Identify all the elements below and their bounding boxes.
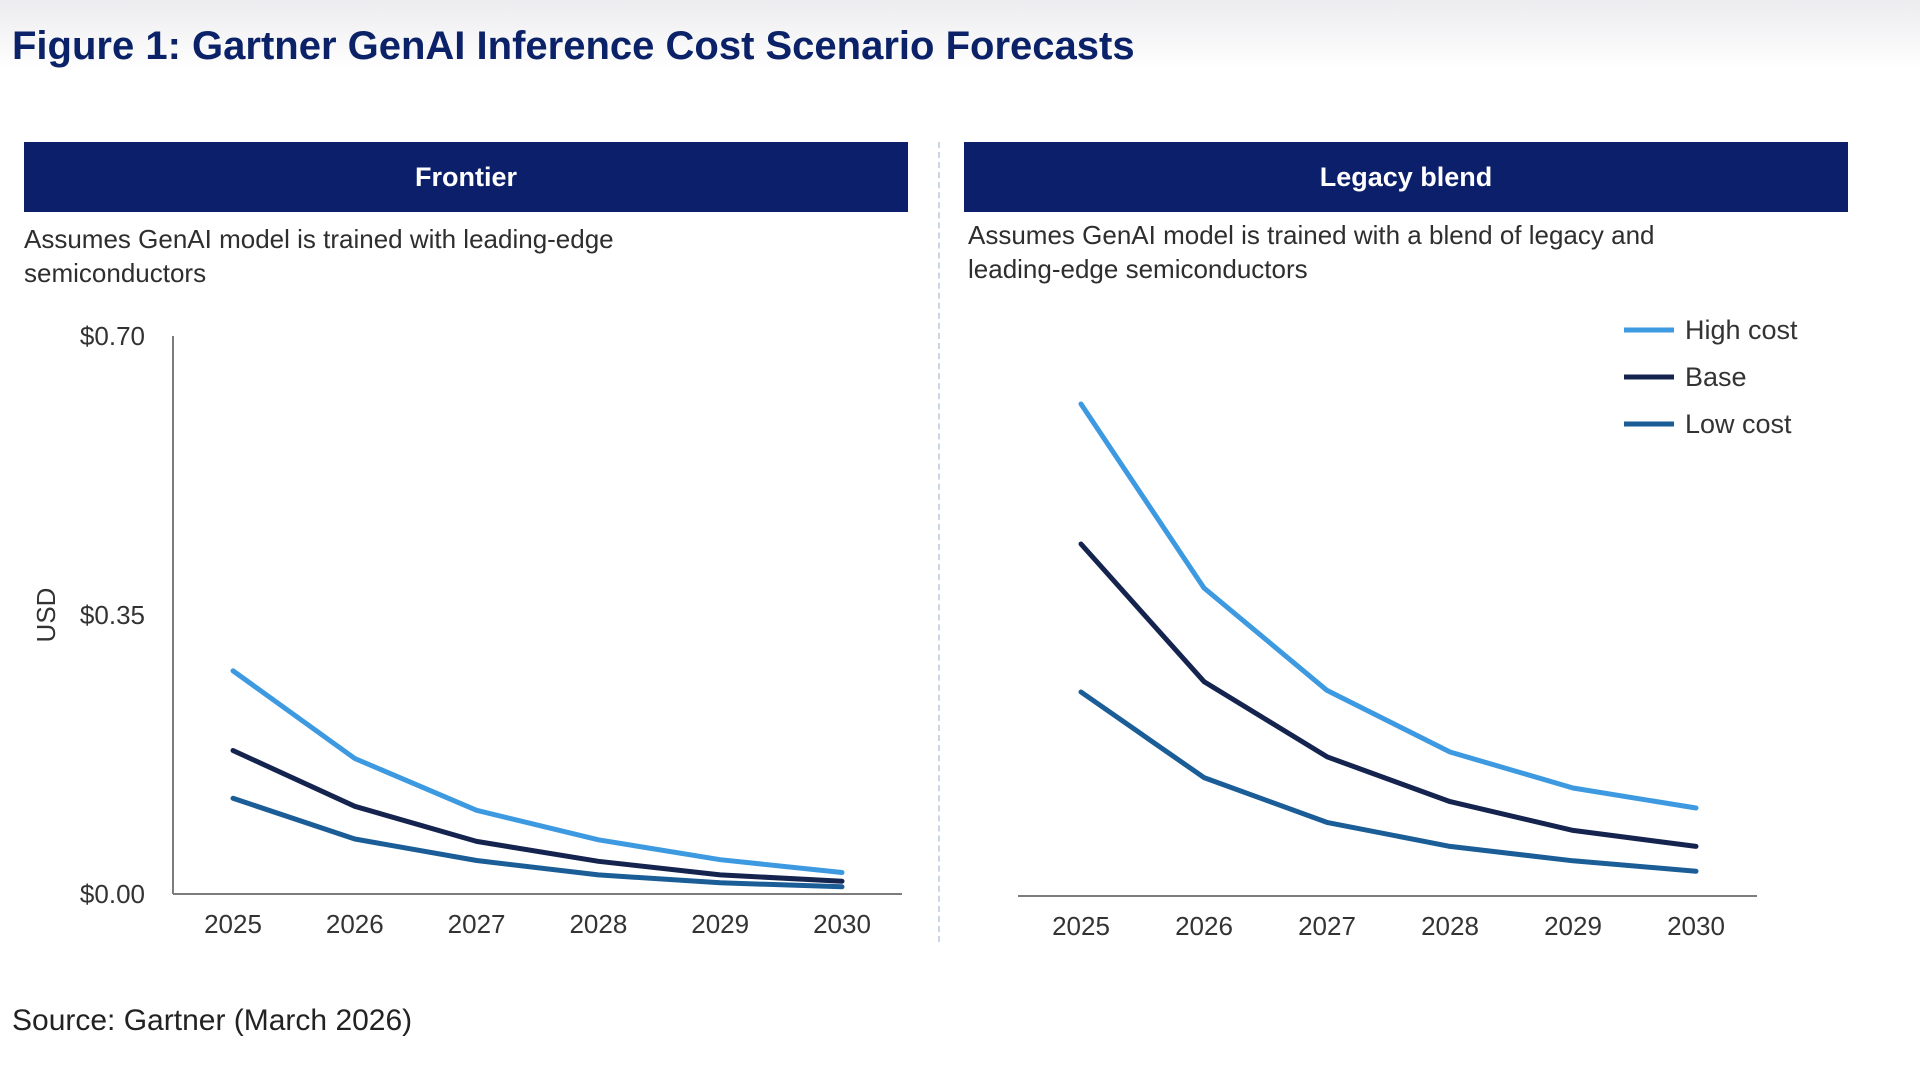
panel-description-legacy-blend: Assumes GenAI model is trained with a bl…	[968, 220, 1655, 284]
frontier-y-tick-label: $0.00	[80, 879, 145, 909]
frontier-x-tick-label: 2030	[813, 909, 871, 939]
panel-description-frontier: Assumes GenAI model is trained with lead…	[24, 224, 614, 288]
frontier-x-tick-label: 2029	[691, 909, 749, 939]
frontier-x-tick-label: 2026	[326, 909, 384, 939]
legacy-blend-series-high-cost	[1078, 401, 1699, 811]
legacy-blend-x-tick-label: 2025	[1052, 911, 1110, 941]
frontier-x-tick-label: 2025	[204, 909, 262, 939]
frontier-y-tick-label: $0.70	[80, 321, 145, 351]
legend-label-base: Base	[1685, 362, 1747, 392]
frontier-series-low-cost	[230, 795, 845, 890]
legend-label-low-cost: Low cost	[1685, 409, 1792, 439]
panel-header-frontier: Frontier	[24, 142, 908, 212]
legacy-blend-series-low-cost	[1078, 689, 1699, 874]
legend-label-high-cost: High cost	[1685, 315, 1798, 345]
frontier-series-base	[230, 748, 845, 884]
source-note: Source: Gartner (March 2026)	[12, 1004, 413, 1037]
legacy-blend-series-base	[1078, 541, 1699, 849]
panel-divider	[938, 142, 940, 942]
figure-title: Figure 1: Gartner GenAI Inference Cost S…	[12, 24, 1135, 68]
panel-header-legacy-blend: Legacy blend	[964, 142, 1848, 212]
header-background	[0, 0, 1920, 70]
frontier-x-tick-label: 2027	[448, 909, 506, 939]
frontier-series-high-cost	[230, 668, 845, 875]
legacy-blend-x-tick-label: 2029	[1544, 911, 1602, 941]
legacy-blend-x-tick-label: 2027	[1298, 911, 1356, 941]
legacy-blend-x-tick-label: 2028	[1421, 911, 1479, 941]
frontier-y-axis-label: USD	[31, 588, 61, 643]
frontier-x-tick-label: 2028	[569, 909, 627, 939]
legacy-blend-x-tick-label: 2026	[1175, 911, 1233, 941]
legacy-blend-x-tick-label: 2030	[1667, 911, 1725, 941]
frontier-y-tick-label: $0.35	[80, 600, 145, 630]
